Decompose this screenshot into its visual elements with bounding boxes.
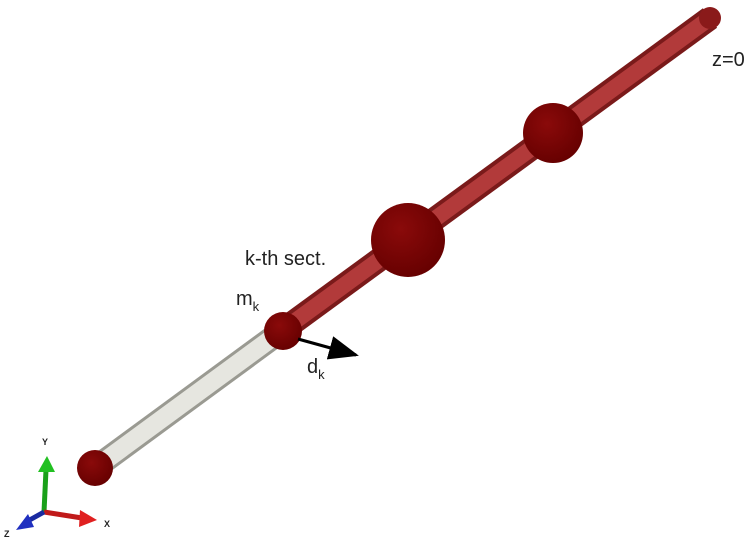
mass-sphere: [77, 450, 113, 486]
rod-plain: [95, 330, 283, 468]
displacement-base: d: [307, 356, 318, 378]
y-arrowhead: [38, 456, 55, 472]
diagram: z=0 k-th sect. mk dk Y X Z: [0, 0, 755, 540]
mass-label: mk: [236, 288, 260, 314]
mass-sphere: [371, 203, 445, 277]
section-label: k-th sect.: [245, 248, 326, 270]
rod-section: [283, 18, 710, 330]
y-axis-label: Y: [42, 437, 48, 447]
displacement-sub: k: [318, 367, 325, 382]
mass-sub: k: [253, 299, 260, 314]
origin-label: z=0: [712, 49, 745, 71]
displacement-label: dk: [307, 356, 325, 382]
z-axis-label: Z: [4, 529, 10, 539]
x-axis-label: X: [104, 519, 110, 529]
y-axis: [44, 470, 46, 512]
mass-sphere: [523, 103, 583, 163]
x-arrowhead: [79, 510, 97, 527]
mass-sphere: [264, 312, 302, 350]
mass-base: m: [236, 288, 253, 310]
displacement-arrow: [298, 339, 356, 355]
x-axis: [44, 512, 82, 518]
rod-end: [699, 7, 721, 29]
